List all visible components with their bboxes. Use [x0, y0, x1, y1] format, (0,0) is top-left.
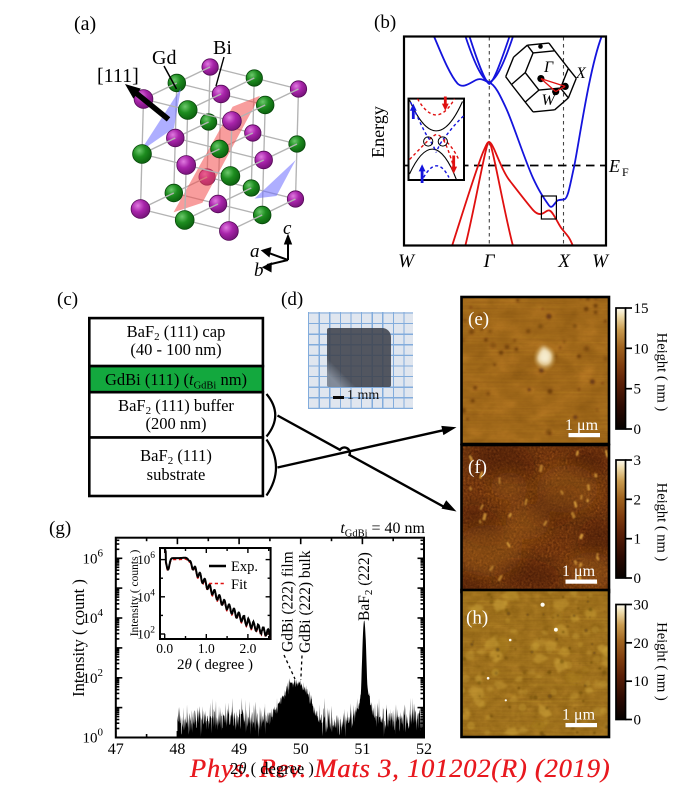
svg-text:BaF2 (111) cap: BaF2 (111) cap — [127, 322, 226, 343]
svg-text:(40 - 100 nm): (40 - 100 nm) — [130, 340, 221, 359]
svg-text:Γ: Γ — [543, 59, 554, 76]
svg-text:15: 15 — [634, 301, 649, 317]
svg-text:GdBi (111) (tGdBi nm): GdBi (111) (tGdBi nm) — [105, 370, 247, 392]
svg-text:(g): (g) — [49, 518, 71, 539]
svg-text:GdBi (222) bulk: GdBi (222) bulk — [297, 550, 314, 653]
svg-text:Bi: Bi — [213, 37, 232, 59]
svg-text:20: 20 — [634, 635, 649, 651]
svg-text:1 μm: 1 μm — [562, 706, 596, 723]
svg-text:Intensity ( count ): Intensity ( count ) — [69, 579, 88, 697]
svg-text:Γ: Γ — [483, 251, 496, 272]
svg-text:2θ ( degree ): 2θ ( degree ) — [230, 759, 314, 778]
svg-text:c: c — [283, 218, 292, 239]
svg-text:Fit: Fit — [231, 577, 247, 593]
svg-text:1 μm: 1 μm — [562, 563, 596, 580]
svg-text:(d): (d) — [281, 289, 303, 310]
svg-text:3: 3 — [634, 453, 642, 469]
svg-text:W: W — [592, 251, 610, 272]
svg-text:(200 nm): (200 nm) — [146, 414, 207, 433]
svg-text:47: 47 — [108, 741, 124, 758]
svg-text:48: 48 — [169, 741, 185, 758]
svg-text:F: F — [622, 165, 629, 179]
svg-text:1 μm: 1 μm — [565, 417, 599, 434]
svg-text:(c): (c) — [57, 289, 78, 310]
svg-text:[111]: [111] — [97, 65, 139, 87]
svg-text:0: 0 — [634, 422, 642, 438]
svg-text:(a): (a) — [74, 13, 96, 35]
svg-text:W: W — [398, 251, 416, 272]
svg-text:10: 10 — [634, 341, 649, 357]
svg-text:10: 10 — [634, 674, 649, 690]
svg-text:Energy: Energy — [368, 106, 388, 158]
svg-text:substrate: substrate — [147, 465, 206, 484]
svg-text:0.0: 0.0 — [156, 641, 173, 656]
svg-text:Height ( nm ): Height ( nm ) — [654, 333, 670, 412]
svg-text:51: 51 — [354, 741, 370, 758]
svg-text:2θ ( degree ): 2θ ( degree ) — [177, 657, 253, 673]
svg-text:2: 2 — [634, 492, 642, 508]
svg-text:0: 0 — [634, 712, 642, 728]
svg-text:X: X — [575, 65, 587, 82]
svg-text:0: 0 — [634, 571, 642, 587]
svg-text:(f): (f) — [468, 457, 487, 478]
svg-text:Gd: Gd — [152, 47, 176, 69]
svg-text:W: W — [542, 92, 557, 109]
svg-text:BaF2 (222): BaF2 (222) — [356, 552, 375, 621]
svg-text:Height ( nm ): Height ( nm ) — [654, 622, 670, 701]
svg-text:100: 100 — [83, 727, 104, 747]
svg-text:Intensity ( counts ): Intensity ( counts ) — [129, 550, 141, 637]
svg-text:b: b — [254, 260, 264, 281]
svg-text:52: 52 — [416, 741, 432, 758]
svg-text:50: 50 — [293, 741, 309, 758]
svg-text:1: 1 — [634, 532, 642, 548]
svg-text:106: 106 — [83, 547, 104, 567]
svg-text:30: 30 — [634, 597, 649, 613]
svg-text:Exp.: Exp. — [231, 559, 258, 575]
svg-text:GdBi (222) film: GdBi (222) film — [280, 551, 297, 652]
svg-text:5: 5 — [634, 382, 642, 398]
svg-text:(h): (h) — [466, 607, 488, 628]
svg-text:tGdBi = 40 nm: tGdBi = 40 nm — [340, 520, 425, 540]
svg-text:2.0: 2.0 — [239, 641, 256, 656]
svg-text:E: E — [608, 156, 620, 176]
svg-text:BaF2 (111): BaF2 (111) — [140, 446, 212, 467]
svg-text:Height ( nm ): Height ( nm ) — [654, 483, 670, 562]
svg-text:(e): (e) — [468, 309, 489, 330]
svg-text:49: 49 — [231, 741, 247, 758]
svg-text:a: a — [250, 241, 260, 262]
svg-text:(b): (b) — [374, 12, 396, 33]
svg-text:X: X — [557, 251, 571, 272]
svg-text:1.0: 1.0 — [198, 641, 215, 656]
